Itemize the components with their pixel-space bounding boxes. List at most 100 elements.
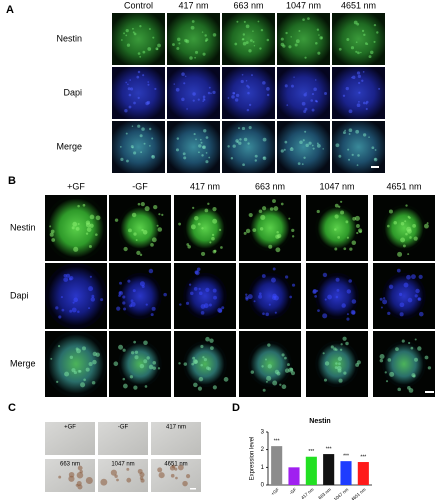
cell xyxy=(268,244,273,249)
cell xyxy=(361,29,365,33)
colony xyxy=(248,340,292,388)
cell xyxy=(290,371,296,376)
cell xyxy=(346,317,350,321)
brightfield xyxy=(151,422,201,455)
cell xyxy=(262,156,267,161)
cell xyxy=(50,357,53,360)
cell xyxy=(247,91,250,95)
cell xyxy=(150,313,154,317)
cell xyxy=(200,141,203,144)
cell xyxy=(266,93,270,97)
cell xyxy=(77,369,81,373)
caption: 663 nm xyxy=(60,462,80,468)
cell xyxy=(362,101,366,105)
cell xyxy=(170,473,175,478)
cell xyxy=(157,367,161,370)
cell xyxy=(358,100,360,103)
cell xyxy=(83,378,86,382)
cell xyxy=(157,467,163,473)
panel-label: D xyxy=(232,402,240,414)
cell xyxy=(245,80,248,82)
cell xyxy=(304,107,308,111)
cell xyxy=(346,236,350,239)
cell xyxy=(407,386,411,390)
cell xyxy=(387,311,391,316)
cell xyxy=(114,218,119,222)
cell xyxy=(357,154,360,157)
cell xyxy=(267,343,271,347)
cell xyxy=(157,43,161,48)
cell xyxy=(172,43,175,46)
cell xyxy=(334,228,337,231)
cell xyxy=(113,361,119,367)
cell xyxy=(137,96,140,100)
cell xyxy=(201,154,204,157)
cell xyxy=(245,297,249,301)
cell xyxy=(274,311,277,314)
cell xyxy=(351,311,356,315)
cell xyxy=(212,385,217,390)
cell xyxy=(122,377,126,381)
cell xyxy=(348,128,353,133)
cell xyxy=(100,298,104,302)
row-label: Dapi xyxy=(63,87,82,97)
cell xyxy=(282,44,286,48)
cell xyxy=(337,235,341,239)
cell xyxy=(333,347,337,351)
cell xyxy=(259,47,262,50)
cell xyxy=(181,97,185,102)
cell xyxy=(265,380,268,383)
cell xyxy=(152,361,157,365)
cell xyxy=(127,83,129,86)
cell xyxy=(254,154,258,158)
cell xyxy=(271,277,276,283)
cell xyxy=(171,464,176,469)
cell xyxy=(205,336,210,342)
cell xyxy=(218,308,223,313)
cell xyxy=(246,108,250,112)
cell xyxy=(132,289,136,293)
cell xyxy=(294,43,298,47)
cell xyxy=(322,352,325,355)
cell xyxy=(254,159,258,162)
cell xyxy=(151,154,156,159)
cell xyxy=(148,127,152,131)
cell xyxy=(350,46,355,50)
micrograph xyxy=(277,67,330,119)
cell xyxy=(415,288,420,294)
cell xyxy=(284,140,288,144)
cell xyxy=(136,75,140,79)
cell xyxy=(339,348,343,351)
cell xyxy=(417,297,422,301)
cell xyxy=(273,206,279,211)
cell xyxy=(242,41,247,46)
cell xyxy=(198,376,204,382)
column-header: 417 nm xyxy=(190,181,220,191)
cell xyxy=(290,36,292,38)
cell xyxy=(85,367,90,372)
cell xyxy=(379,358,384,363)
cell xyxy=(336,288,340,292)
cell xyxy=(230,157,234,160)
bar xyxy=(288,467,300,485)
colony xyxy=(248,272,292,320)
significance: *** xyxy=(360,454,366,460)
cell xyxy=(200,344,204,349)
cell xyxy=(310,99,314,102)
cell xyxy=(184,75,187,78)
x-tick-label: -GF xyxy=(288,487,297,496)
cell xyxy=(181,72,185,76)
cell xyxy=(68,471,75,478)
cell xyxy=(373,23,377,27)
cell xyxy=(352,75,356,80)
cell xyxy=(262,206,267,211)
cell xyxy=(132,27,134,30)
cell xyxy=(209,338,214,343)
cell xyxy=(139,55,142,58)
cell xyxy=(320,37,323,39)
cell xyxy=(334,214,339,219)
cell xyxy=(198,287,201,291)
column-header: -GF xyxy=(132,181,148,191)
cell xyxy=(266,375,272,381)
cell xyxy=(362,133,367,137)
